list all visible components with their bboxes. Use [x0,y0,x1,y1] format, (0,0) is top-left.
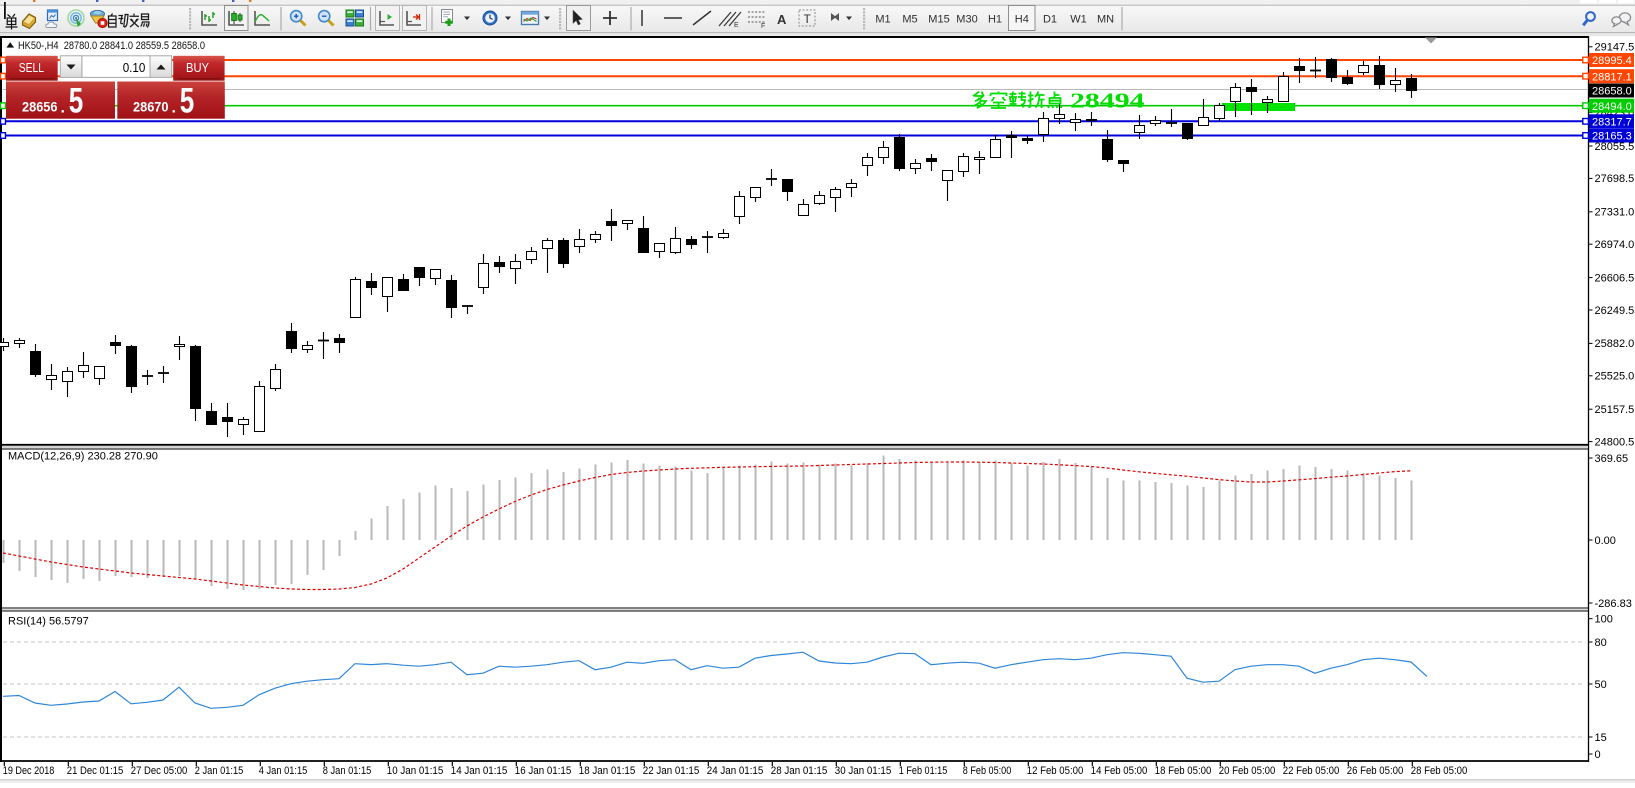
svg-text:E: E [734,22,739,29]
svg-text:H4: H4 [1015,14,1029,26]
svg-text:M5: M5 [902,14,917,26]
svg-text:0.00: 0.00 [1595,535,1616,547]
svg-text:2 Jan 01:15: 2 Jan 01:15 [195,765,244,777]
svg-text:25882.0: 25882.0 [1595,338,1635,350]
svg-text:M1: M1 [875,14,890,26]
svg-text:MN: MN [1097,14,1114,26]
svg-text:28670: 28670 [133,100,169,115]
svg-text:369.65: 369.65 [1595,453,1629,465]
svg-text:28995.4: 28995.4 [1592,55,1632,67]
svg-text:0.10: 0.10 [123,60,146,75]
svg-text:24 Jan 01:15: 24 Jan 01:15 [707,765,764,777]
svg-text:RSI(14) 56.5797: RSI(14) 56.5797 [8,616,89,628]
svg-text:50: 50 [1595,679,1607,691]
svg-text:.: . [172,99,176,116]
svg-text:28055.5: 28055.5 [1595,141,1635,153]
svg-text:F: F [761,23,765,30]
svg-text:4 Jan 01:15: 4 Jan 01:15 [259,765,308,777]
svg-text:22 Jan 01:15: 22 Jan 01:15 [643,765,700,777]
svg-text:M30: M30 [956,14,977,26]
svg-text:26 Feb 05:00: 26 Feb 05:00 [1347,765,1404,777]
svg-text:28 Feb 05:00: 28 Feb 05:00 [1411,765,1468,777]
svg-text:W1: W1 [1070,14,1087,26]
svg-text:5: 5 [180,81,195,120]
svg-text:8 Jan 01:15: 8 Jan 01:15 [323,765,372,777]
svg-text:26606.5: 26606.5 [1595,272,1635,284]
svg-text:28 Jan 01:15: 28 Jan 01:15 [771,765,828,777]
svg-text:18 Feb 05:00: 18 Feb 05:00 [1155,765,1212,777]
svg-text:26974.0: 26974.0 [1595,239,1635,251]
svg-text:12 Feb 05:00: 12 Feb 05:00 [1027,765,1084,777]
svg-text:27698.5: 27698.5 [1595,173,1635,185]
svg-text:10 Jan 01:15: 10 Jan 01:15 [387,765,444,777]
svg-text:24800.5: 24800.5 [1595,436,1635,448]
svg-text:H1: H1 [988,14,1002,26]
svg-text:MACD(12,26,9) 230.28 270.90: MACD(12,26,9) 230.28 270.90 [8,451,158,463]
svg-text:D1: D1 [1043,14,1057,26]
svg-text:8 Feb 05:00: 8 Feb 05:00 [963,765,1012,777]
svg-text:BUY: BUY [186,61,210,75]
svg-text:100: 100 [1595,614,1613,626]
svg-text:M15: M15 [928,14,949,26]
svg-text:14 Jan 01:15: 14 Jan 01:15 [451,765,508,777]
svg-text:.: . [61,99,65,116]
svg-text:15: 15 [1595,732,1607,744]
svg-text:-286.83: -286.83 [1595,598,1632,610]
svg-text:25157.5: 25157.5 [1595,404,1635,416]
svg-text:28656: 28656 [22,100,58,115]
svg-text:25525.0: 25525.0 [1595,371,1635,383]
svg-text:28494.0: 28494.0 [1592,101,1632,113]
svg-text:SELL: SELL [19,61,44,75]
svg-text:22 Feb 05:00: 22 Feb 05:00 [1283,765,1340,777]
svg-text:28317.7: 28317.7 [1592,116,1632,128]
svg-text:27331.0: 27331.0 [1595,207,1635,219]
svg-text:20 Feb 05:00: 20 Feb 05:00 [1219,765,1276,777]
svg-text:T: T [804,12,812,26]
svg-text:HK50-,H4 28780.0 28841.0 2855: HK50-,H4 28780.0 28841.0 28559.5 28658.0 [18,40,205,52]
svg-text:5: 5 [69,81,84,120]
svg-text:19 Dec 2018: 19 Dec 2018 [3,765,55,777]
svg-text:30 Jan 01:15: 30 Jan 01:15 [835,765,892,777]
svg-text:26249.5: 26249.5 [1595,305,1635,317]
svg-text:1 Feb 01:15: 1 Feb 01:15 [899,765,948,777]
svg-text:80: 80 [1595,637,1607,649]
svg-text:21 Dec 01:15: 21 Dec 01:15 [67,765,124,777]
svg-text:0: 0 [1595,749,1601,761]
svg-text:28658.0: 28658.0 [1592,86,1632,98]
svg-text:18 Jan 01:15: 18 Jan 01:15 [579,765,636,777]
svg-text:A: A [777,12,787,27]
svg-text:29147.5: 29147.5 [1595,42,1635,54]
svg-text:28494: 28494 [1070,88,1145,112]
svg-text:28817.1: 28817.1 [1592,71,1632,83]
svg-text:14 Feb 05:00: 14 Feb 05:00 [1091,765,1148,777]
svg-text:28165.3: 28165.3 [1592,131,1632,143]
svg-text:16 Jan 01:15: 16 Jan 01:15 [515,765,572,777]
svg-text:27 Dec 05:00: 27 Dec 05:00 [131,765,188,777]
